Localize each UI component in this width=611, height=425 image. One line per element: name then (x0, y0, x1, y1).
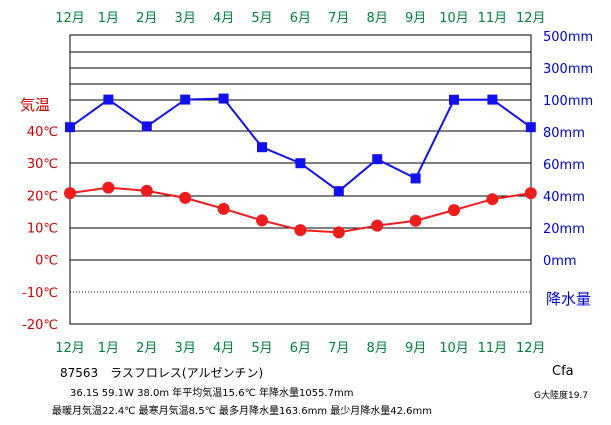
precip-tick-5: 40mm (543, 190, 585, 205)
temp-point-12 (524, 187, 537, 200)
temp-point-11 (486, 193, 499, 206)
month-top-3: 3月 (175, 11, 196, 26)
month-bottom-1: 1月 (98, 341, 119, 356)
precip-tick-2: 100mm (543, 94, 593, 109)
precip-point-5 (257, 142, 267, 153)
month-top-7: 7月 (328, 11, 349, 26)
precip-tick-7: 0mm (543, 254, 577, 269)
precipitation-series (65, 93, 536, 197)
precip-tick-4: 60mm (543, 158, 585, 173)
month-top-0: 12月 (55, 11, 85, 26)
temperature-axis-title: 気温 (20, 96, 50, 114)
month-top-5: 5月 (251, 11, 272, 26)
precip-point-1 (103, 94, 114, 105)
precip-tick-3: 80mm (543, 126, 585, 141)
month-bottom-4: 4月 (213, 341, 234, 356)
precipitation-tick-labels: 500mm 300mm 100mm 80mm 60mm 40mm 20mm 0mm (543, 30, 593, 269)
precip-point-8 (372, 154, 383, 165)
temp-point-0 (64, 187, 76, 200)
month-bottom-8: 8月 (367, 341, 388, 356)
station-extremes: 最暖月気温22.4℃ 最寒月気温8.5℃ 最多月降水量163.6mm 最少月降水… (52, 406, 433, 417)
precip-point-9 (410, 173, 421, 184)
month-bottom-0: 12月 (55, 341, 85, 356)
temp-point-6 (294, 224, 307, 237)
precip-point-6 (295, 158, 306, 169)
temp-point-2 (140, 184, 153, 197)
temp-point-5 (256, 214, 268, 227)
month-top-2: 2月 (136, 11, 157, 26)
precipitation-axis-title: 降水量 (546, 290, 591, 308)
precip-point-11 (487, 94, 498, 105)
month-bottom-3: 3月 (175, 341, 196, 356)
temp-tick-4: 0℃ (35, 254, 58, 269)
precip-tick-6: 20mm (543, 222, 585, 237)
precip-point-0 (65, 122, 75, 133)
temp-tick-5: -10℃ (22, 286, 58, 301)
month-top-6: 6月 (290, 11, 311, 26)
month-bottom-11: 11月 (478, 341, 508, 356)
temp-tick-2: 20℃ (27, 189, 58, 204)
month-top-4: 4月 (213, 11, 234, 26)
month-top-9: 9月 (405, 11, 426, 26)
temp-point-1 (102, 181, 115, 194)
month-bottom-5: 5月 (251, 341, 272, 356)
temperature-series (64, 181, 537, 239)
station-summary: 36.1S 59.1W 38.0m 年平均気温15.6℃ 年降水量1055.7m… (70, 388, 354, 399)
temp-point-8 (371, 219, 384, 232)
temp-point-7 (332, 226, 345, 239)
precip-point-4 (218, 93, 229, 104)
month-bottom-6: 6月 (290, 341, 311, 356)
precip-tick-1: 300mm (543, 62, 593, 77)
station-name: 87563 ラスフロレス(アルゼンチン) (60, 366, 264, 380)
month-bottom-9: 9月 (405, 341, 426, 356)
temp-tick-1: 30℃ (27, 157, 58, 172)
precip-point-10 (449, 94, 459, 105)
month-top-12: 12月 (516, 11, 546, 26)
temp-tick-3: 10℃ (27, 222, 58, 237)
temp-tick-0: 40℃ (27, 125, 58, 140)
month-top-11: 11月 (478, 11, 508, 26)
temp-point-10 (448, 204, 460, 217)
precip-point-2 (141, 121, 152, 132)
precip-point-12 (525, 122, 536, 133)
temp-point-9 (409, 214, 422, 227)
month-top-10: 10月 (439, 11, 469, 26)
precip-point-3 (180, 94, 191, 105)
temp-point-4 (217, 202, 230, 215)
month-bottom-2: 2月 (136, 341, 157, 356)
month-bottom-10: 10月 (439, 341, 469, 356)
climate-code: Cfa (552, 364, 574, 379)
month-top-1: 1月 (98, 11, 119, 26)
temperature-tick-labels: 40℃ 30℃ 20℃ 10℃ 0℃ -10℃ -20℃ (22, 125, 58, 333)
month-bottom-7: 7月 (328, 341, 349, 356)
precip-point-7 (333, 186, 344, 197)
month-labels-bottom: 12月 1月 2月 3月 4月 5月 6月 7月 8月 9月 10月 11月 12月 (55, 341, 545, 356)
temp-point-3 (179, 191, 192, 204)
month-bottom-12: 12月 (516, 341, 546, 356)
month-top-8: 8月 (367, 11, 388, 26)
plot-frame (69, 34, 532, 325)
month-labels-top: 12月 1月 2月 3月 4月 5月 6月 7月 8月 9月 10月 11月 12月 (55, 11, 545, 26)
temp-tick-6: -20℃ (22, 318, 58, 333)
precip-tick-0: 500mm (543, 30, 593, 45)
continentality-index: G大陸度19.7 (534, 391, 589, 401)
